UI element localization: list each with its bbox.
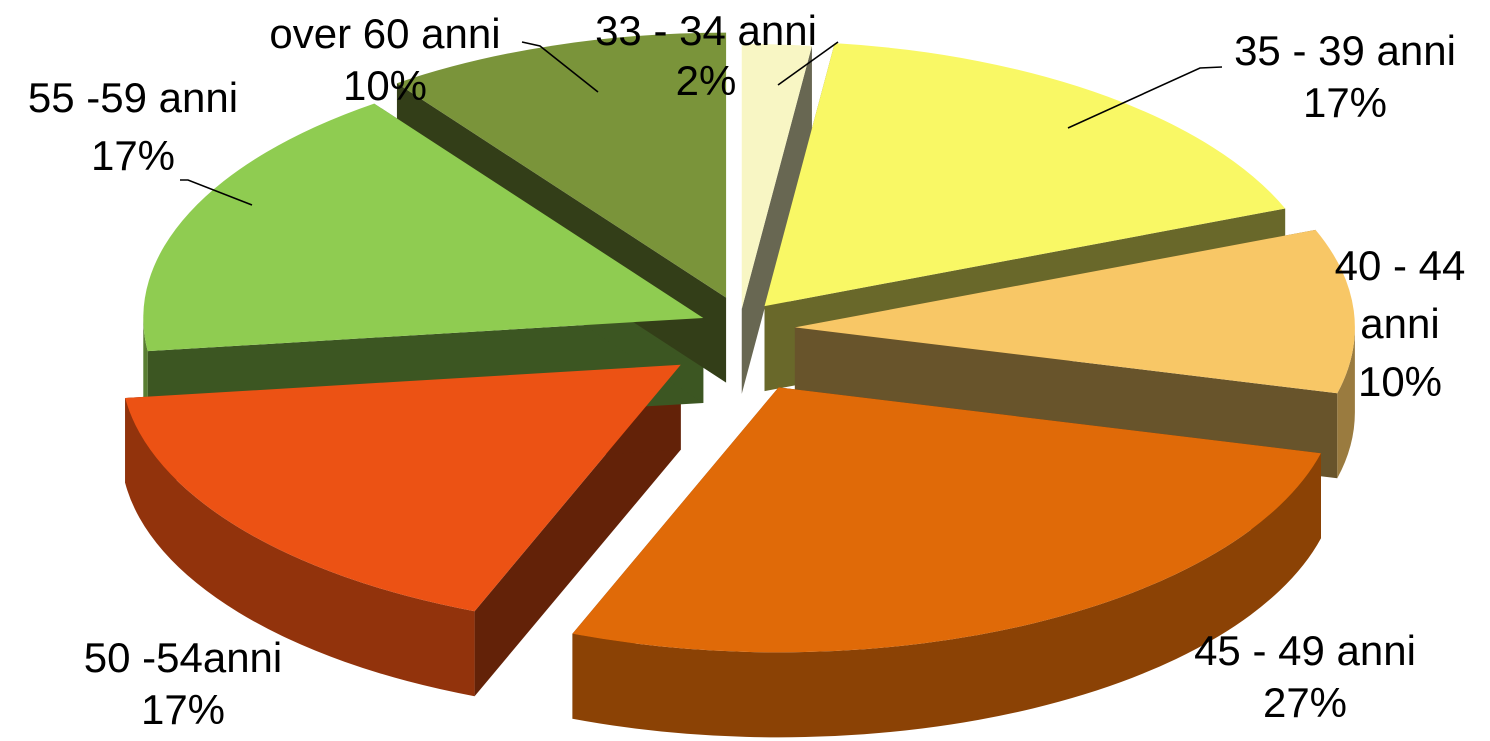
slice-percent-label: 10%: [343, 62, 427, 109]
slice-percent-label: 10%: [1358, 358, 1442, 405]
slice-category-label: 35 - 39 anni: [1234, 27, 1456, 74]
slice-sides: [125, 317, 1355, 738]
pie-slice: [741, 43, 812, 309]
slice-percent-label: 17%: [141, 686, 225, 733]
leader-line: [180, 179, 253, 206]
slice-category-label: 50 -54anni: [84, 634, 283, 681]
slice-category-label: 45 - 49 anni: [1194, 627, 1416, 674]
pie-slice: [764, 43, 1286, 307]
pie-slice: [396, 32, 727, 298]
slice-side: [572, 453, 1321, 738]
slice-category-label: anni: [1360, 300, 1439, 347]
slice-category-label: 33 - 34 anni: [595, 7, 817, 54]
pie-slice: [125, 364, 681, 612]
slice-category-label: 40 - 44: [1335, 242, 1466, 289]
pie-slice: [794, 229, 1355, 394]
leader-line: [1067, 66, 1223, 129]
slice-percent-label: 17%: [91, 132, 175, 179]
leader-line: [521, 41, 599, 93]
slice-category-label: over 60 anni: [269, 10, 500, 57]
slice-category-label: 55 -59 anni: [28, 74, 238, 121]
leader-line: [777, 41, 839, 86]
slice-side: [1337, 327, 1355, 479]
pie-slice: [572, 387, 1321, 653]
slice-percent-label: 17%: [1303, 79, 1387, 126]
pie-slice: [143, 103, 704, 352]
slice-side: [125, 398, 475, 697]
slice-percent-label: 27%: [1263, 679, 1347, 726]
slice-wall-end: [741, 45, 812, 394]
slice-percent-label: 2%: [676, 57, 737, 104]
slice-tops: [125, 32, 1355, 653]
